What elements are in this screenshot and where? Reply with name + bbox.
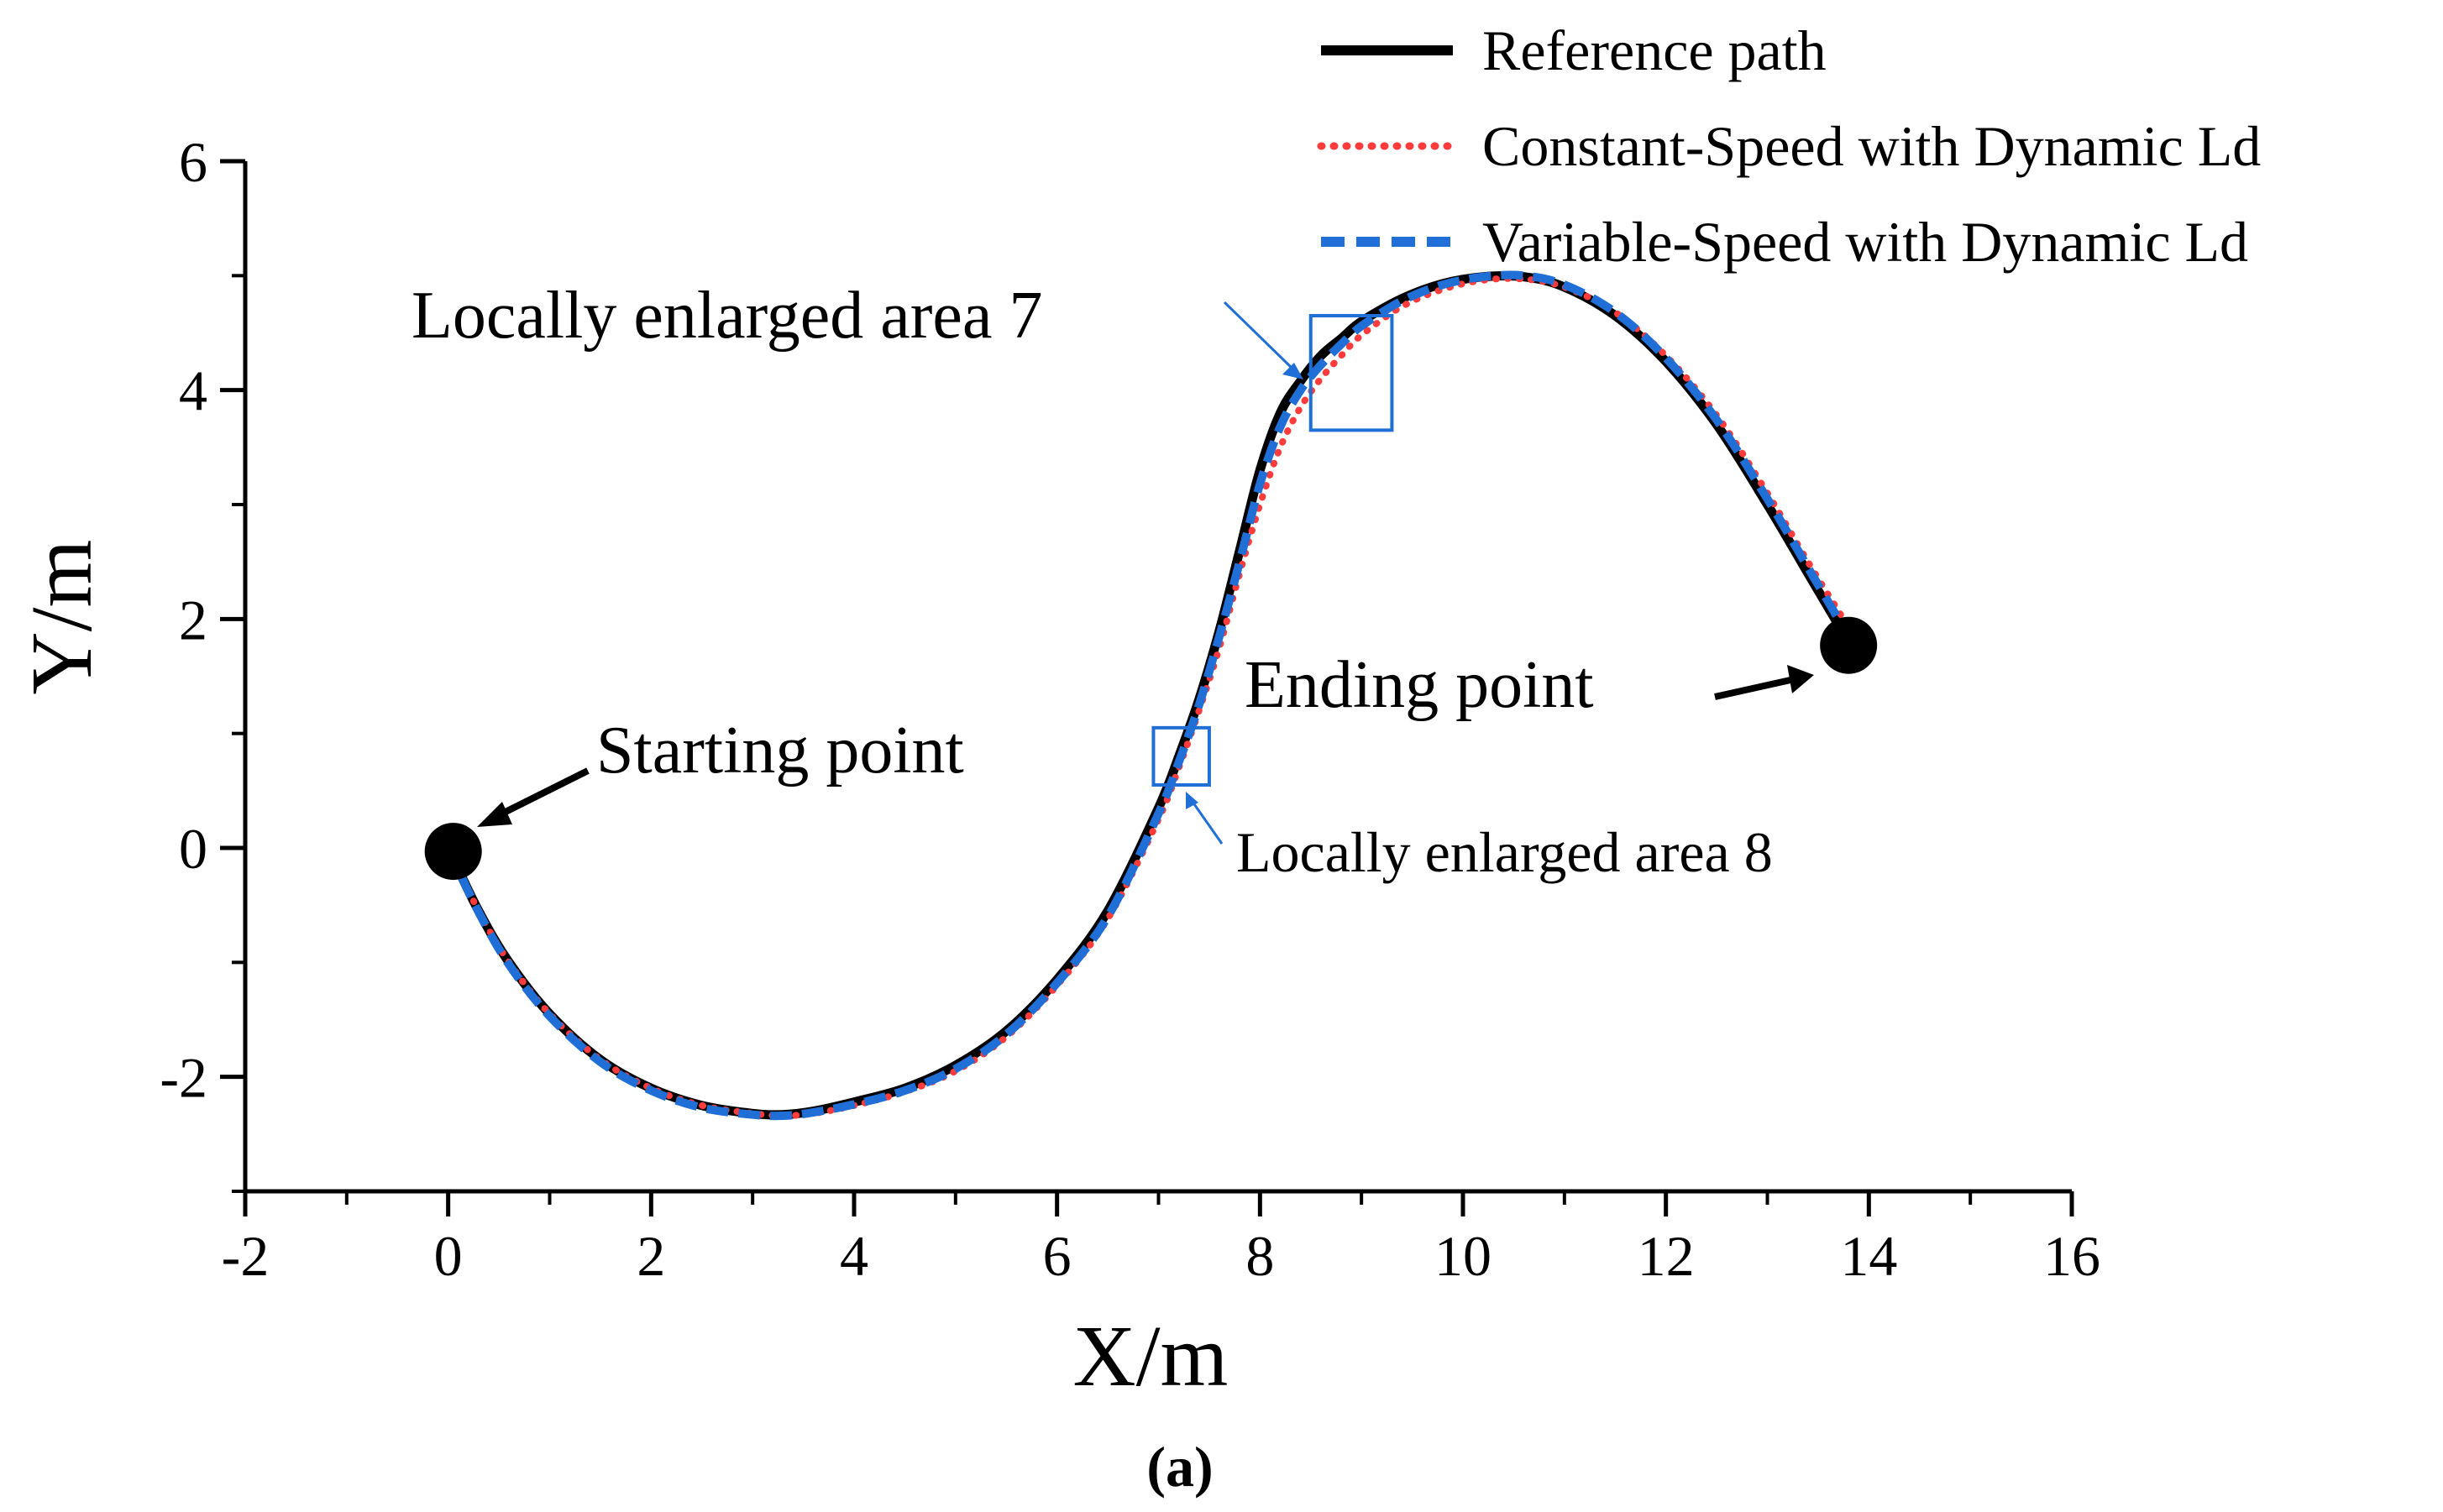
- enlarged-area-8-arrowhead: [1186, 792, 1198, 809]
- x-tick-label: 8: [1245, 1224, 1274, 1288]
- variable-speed-line: [444, 270, 1853, 1121]
- enlarged-area-8-pointer: [1191, 801, 1224, 845]
- start-marker: [424, 823, 482, 881]
- starting-point-arrowhead: [477, 802, 512, 827]
- enlarged-area-7-box: [1308, 314, 1394, 432]
- series-layer: [443, 270, 1853, 1121]
- ending-point-arrowhead: [1787, 665, 1814, 693]
- y-tick-label: 6: [179, 130, 207, 194]
- legend-label-constant: Constant-Speed with Dynamic Ld: [1482, 114, 2261, 178]
- enlarged-area-7-arrowhead: [1282, 363, 1303, 379]
- legend-label-variable: Variable-Speed with Dynamic Ld: [1482, 210, 2248, 274]
- y-tick-label: 0: [179, 817, 207, 881]
- y-axis-label: Y/m: [13, 540, 110, 695]
- figure-caption: (a): [1146, 1435, 1213, 1499]
- starting-point-arrow: [495, 767, 590, 819]
- legend-label-reference: Reference path: [1482, 18, 1827, 82]
- enlarged-area-8-label: Locally enlarged area 8: [1236, 820, 1773, 884]
- legend: Reference path Constant-Speed with Dynam…: [1317, 18, 2261, 274]
- x-tick-label: 6: [1043, 1224, 1072, 1288]
- x-tick-label: 2: [637, 1224, 665, 1288]
- ending-point-label: Ending point: [1245, 648, 1594, 722]
- marker-layer: [424, 616, 1878, 881]
- y-ticks: -2 0 2 4 6: [160, 130, 245, 1193]
- y-tick-label: -2: [160, 1046, 207, 1110]
- starting-point-label: Starting point: [596, 714, 964, 787]
- x-tick-label: 16: [2043, 1224, 2100, 1288]
- x-tick-label: 0: [434, 1224, 463, 1288]
- x-tick-label: 10: [1434, 1224, 1491, 1288]
- y-tick-label: 2: [179, 588, 207, 651]
- x-tick-label: -2: [222, 1224, 270, 1288]
- enlarged-area-7-label: Locally enlarged area 7: [412, 279, 1042, 353]
- x-tick-label: 12: [1638, 1224, 1695, 1288]
- x-tick-label: 4: [840, 1224, 868, 1288]
- end-marker: [1820, 616, 1878, 674]
- x-ticks: -2 0 2 4 6 8 10 12 14 16: [222, 1191, 2100, 1288]
- y-tick-label: 4: [179, 359, 207, 423]
- enlarged-area-8-box: [1151, 725, 1211, 787]
- enlarged-area-7-pointer: [1223, 301, 1295, 371]
- ending-point-arrow: [1714, 677, 1791, 700]
- constant-speed-line: [444, 275, 1848, 1120]
- x-axis-label: X/m: [1073, 1308, 1229, 1405]
- x-tick-label: 14: [1840, 1224, 1897, 1288]
- reference-path-line: [443, 270, 1853, 1120]
- zoom-box-layer: [1151, 314, 1394, 787]
